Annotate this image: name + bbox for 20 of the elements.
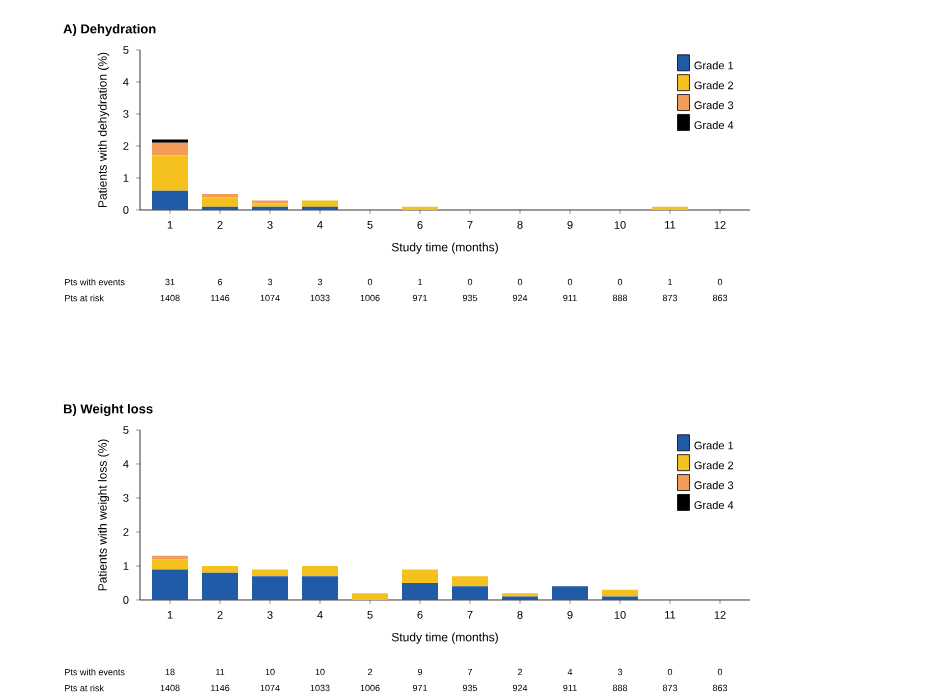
bar <box>452 576 488 587</box>
bar <box>402 569 439 583</box>
bar <box>202 565 239 573</box>
bar <box>352 593 389 600</box>
bar <box>552 586 589 600</box>
bar <box>302 200 339 207</box>
bar <box>402 582 439 600</box>
bar <box>302 576 339 600</box>
bar <box>202 572 239 600</box>
bar <box>152 155 189 191</box>
bar <box>302 565 339 577</box>
bar <box>252 576 289 600</box>
bar <box>152 569 189 600</box>
bar <box>252 569 289 577</box>
bar <box>152 559 189 570</box>
bar <box>152 142 189 156</box>
bar <box>152 190 189 210</box>
bar <box>602 589 638 597</box>
bar <box>202 197 239 207</box>
bar <box>452 586 488 600</box>
